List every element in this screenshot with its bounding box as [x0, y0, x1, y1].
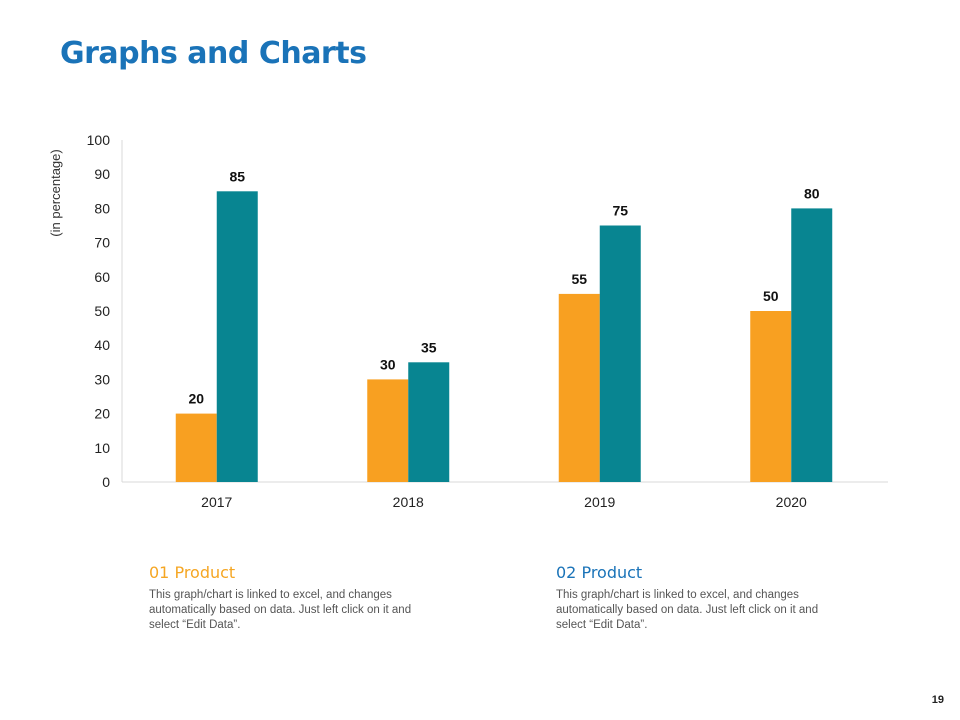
- page-title: Graphs and Charts: [60, 36, 367, 71]
- data-label: 35: [421, 339, 437, 355]
- y-tick-label: 100: [87, 132, 111, 148]
- y-tick-label: 50: [94, 303, 110, 319]
- y-tick-label: 80: [94, 200, 110, 216]
- bar-product-2: [216, 191, 258, 483]
- y-tick-label: 70: [94, 235, 110, 251]
- page-number: 19: [931, 694, 944, 706]
- data-label: 30: [380, 356, 396, 372]
- bar-product-1: [367, 379, 409, 482]
- x-tick-label: 2020: [776, 494, 807, 510]
- data-label: 55: [571, 271, 587, 287]
- legend-title: 01 Product: [149, 563, 236, 582]
- x-tick-label: 2018: [393, 494, 424, 510]
- bar-product-1: [175, 413, 217, 482]
- data-label: 50: [763, 288, 779, 304]
- bar-product-2: [408, 362, 450, 482]
- legend-description: This graph/chart is linked to excel, and…: [149, 589, 412, 631]
- legend-title: 02 Product: [556, 563, 643, 582]
- bar-product-2: [791, 208, 833, 482]
- x-tick-label: 2019: [584, 494, 615, 510]
- legend-product-1: 01 Product This graph/chart is linked to…: [149, 563, 419, 633]
- legend-product-2: 02 Product This graph/chart is linked to…: [556, 563, 826, 633]
- data-label: 75: [612, 203, 628, 219]
- x-tick-label: 2017: [201, 494, 232, 510]
- y-axis-label: (in percentage): [48, 149, 63, 236]
- bar-product-1: [558, 293, 600, 482]
- data-label: 20: [188, 391, 204, 407]
- y-tick-label: 40: [94, 337, 110, 353]
- y-tick-label: 30: [94, 371, 110, 387]
- bar-product-2: [599, 225, 641, 482]
- y-tick-label: 10: [94, 440, 110, 456]
- y-tick-label: 60: [94, 269, 110, 285]
- bar-product-1: [750, 311, 792, 482]
- y-tick-label: 20: [94, 406, 110, 422]
- y-tick-label: 0: [102, 474, 110, 490]
- data-label: 80: [804, 185, 820, 201]
- y-tick-label: 90: [94, 166, 110, 182]
- legend-description: This graph/chart is linked to excel, and…: [556, 589, 819, 631]
- data-label: 85: [229, 168, 245, 184]
